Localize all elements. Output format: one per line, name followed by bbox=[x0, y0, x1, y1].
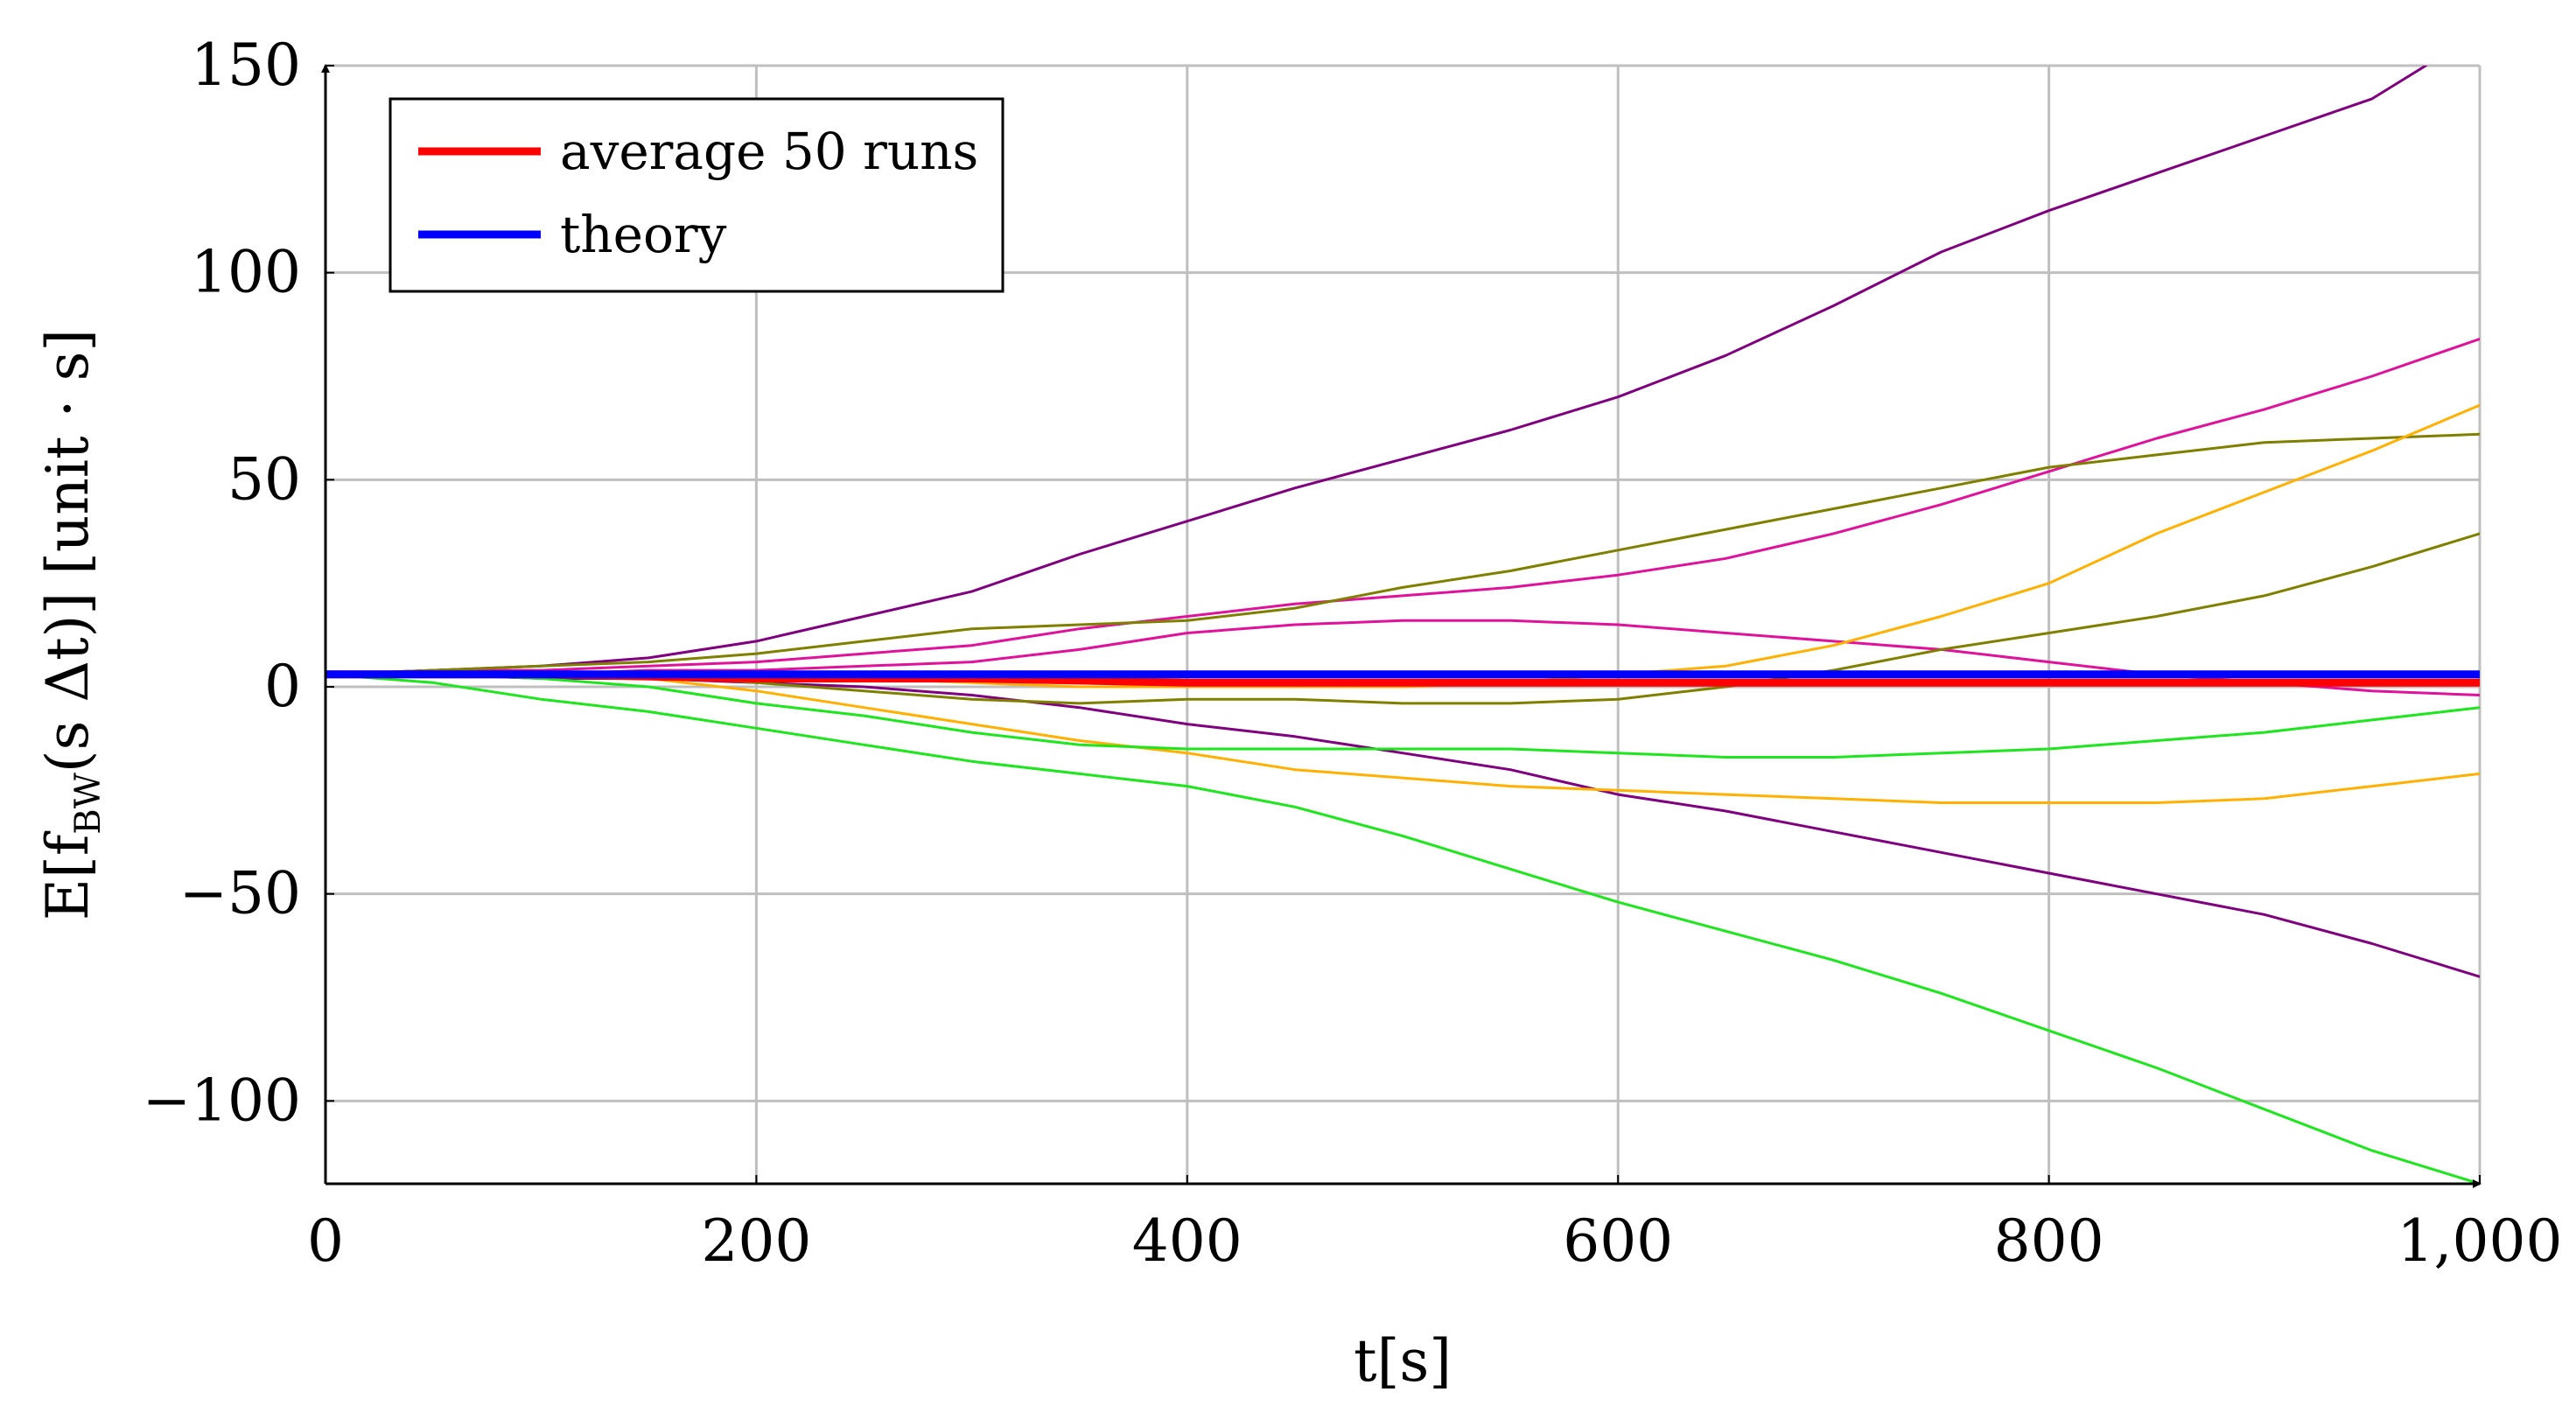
series-sample-run-purple-up bbox=[326, 66, 2427, 676]
y-label-subscript: BW bbox=[68, 773, 108, 835]
series-sample-run-magenta-up bbox=[326, 337, 2480, 676]
y-label-unit: [unit · s] bbox=[34, 329, 102, 575]
series-layer bbox=[326, 66, 2480, 1184]
tick-labels: 0 200 400 600 800 1,000 150 100 50 0 −50 −100 bbox=[143, 31, 2563, 1275]
y-axis-label: E[fBW(s Δt)] [unit · s] bbox=[34, 329, 108, 920]
series-sample-run-purple-down bbox=[326, 673, 2480, 978]
y-tick-label: −100 bbox=[143, 1067, 301, 1134]
y-tick-label: 0 bbox=[264, 653, 301, 720]
y-tick-label: 100 bbox=[191, 239, 301, 306]
y-tick-label: 150 bbox=[191, 31, 301, 99]
legend: average 50 runs theory bbox=[388, 97, 1004, 293]
legend-label-average: average 50 runs bbox=[560, 122, 978, 181]
series-sample-run-green-down bbox=[326, 673, 2480, 1184]
x-axis-label: t[s] bbox=[1354, 1327, 1452, 1395]
x-tick-label: 400 bbox=[1132, 1207, 1242, 1275]
x-tick-label: 0 bbox=[307, 1207, 344, 1275]
y-label-prefix: E[f bbox=[34, 830, 102, 920]
axes bbox=[321, 64, 2482, 1188]
x-tick-label: 800 bbox=[1994, 1207, 2104, 1275]
x-tick-label: 600 bbox=[1563, 1207, 1673, 1275]
y-label-middle: (s Δt)] bbox=[34, 592, 102, 773]
series-sample-run-green-mid bbox=[326, 673, 2480, 759]
legend-label-theory: theory bbox=[560, 205, 727, 264]
series-sample-run-orange-down bbox=[326, 673, 2480, 804]
series-sample-run-olive-up bbox=[326, 432, 2480, 676]
legend-box bbox=[388, 97, 1004, 293]
y-tick-label: 50 bbox=[228, 445, 301, 513]
y-tick-label: −50 bbox=[179, 860, 301, 927]
x-tick-label: 1,000 bbox=[2398, 1207, 2563, 1275]
x-tick-label: 200 bbox=[701, 1207, 811, 1275]
series-sample-run-orange-up bbox=[326, 403, 2480, 689]
series-sample-run-magenta-mid bbox=[326, 619, 2480, 696]
